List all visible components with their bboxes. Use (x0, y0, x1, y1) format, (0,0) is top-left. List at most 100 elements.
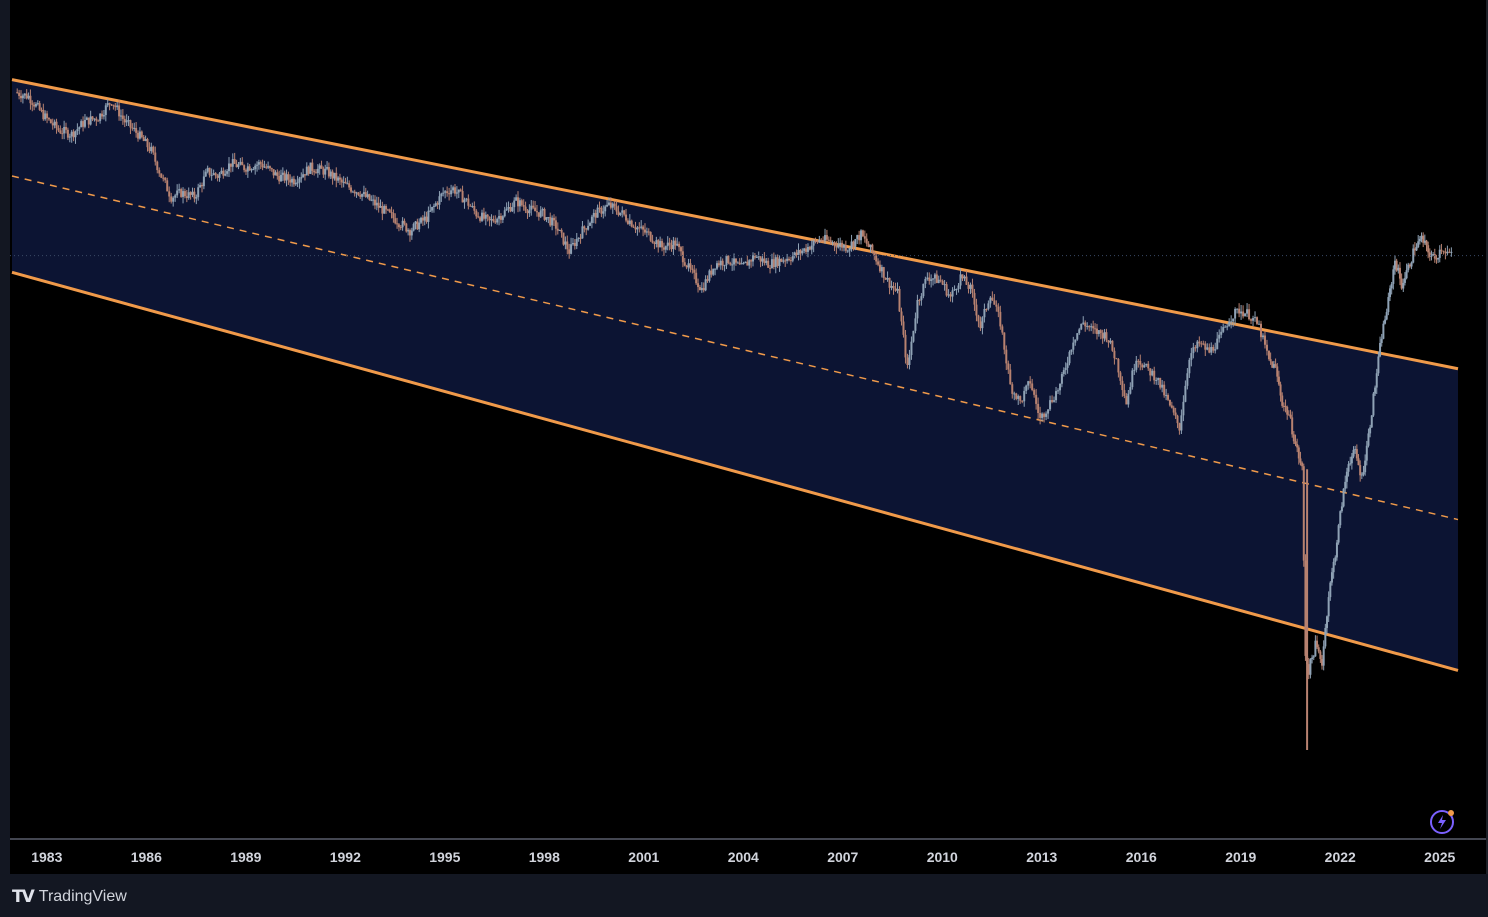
candle-body (172, 197, 175, 202)
candle-body (1007, 363, 1010, 370)
candle-body (1188, 359, 1191, 374)
candle-body (1352, 449, 1355, 457)
candle-body (865, 238, 868, 244)
candle-body (1432, 253, 1435, 256)
candle-body (553, 217, 556, 221)
candle-body (338, 177, 341, 180)
candle-body (152, 146, 155, 153)
candle-body (189, 192, 192, 195)
candle-body (926, 277, 929, 279)
candle-body (575, 238, 578, 246)
candle-body (1103, 332, 1106, 339)
candle-body (72, 131, 75, 138)
candle-body (784, 260, 787, 262)
candle-body (535, 211, 538, 213)
candle-body (438, 196, 441, 205)
candle-body (281, 172, 284, 175)
channel-lower-line[interactable] (11, 270, 1459, 672)
candle-body (1129, 387, 1132, 394)
candle-body (981, 317, 984, 329)
candle-body (473, 205, 476, 211)
candle-body (33, 104, 36, 107)
candle-body (1194, 347, 1197, 349)
candle-body (1374, 387, 1377, 394)
candle-body (195, 197, 198, 199)
candle-body (361, 194, 364, 197)
candle-body (757, 256, 760, 258)
candle-body (1039, 412, 1042, 418)
candle-body (89, 116, 92, 125)
candle-body (1390, 283, 1393, 289)
candle-body (20, 95, 23, 99)
candle-body (291, 178, 294, 183)
candle-body (276, 172, 279, 177)
candle-body (939, 279, 942, 281)
candle-body (803, 248, 806, 251)
candle-body (138, 131, 141, 139)
candle-body (636, 227, 639, 230)
candle-body (615, 206, 618, 212)
candle-body (1159, 377, 1162, 388)
candle-body (848, 248, 851, 251)
candle-body (852, 241, 855, 247)
candle-body (1345, 471, 1348, 482)
candle-body (1051, 400, 1054, 402)
candle-body (185, 196, 188, 198)
candle-body (420, 217, 423, 223)
candle-body (1321, 658, 1324, 666)
candle-body (1230, 321, 1233, 323)
candle-body (806, 246, 809, 252)
candle-body (1259, 323, 1262, 338)
candle-body (570, 244, 573, 254)
candle-body (25, 93, 28, 99)
candle-body (999, 311, 1002, 327)
candle-body (357, 192, 360, 196)
candle-body (693, 269, 696, 273)
candle-body (786, 258, 789, 261)
candle-body (871, 244, 874, 253)
candle-body (788, 258, 791, 261)
candle-body (744, 261, 747, 264)
candle-body (137, 132, 140, 139)
lightning-button[interactable] (1428, 808, 1456, 836)
candle-body (82, 121, 85, 127)
candle-body (541, 209, 544, 211)
time-axis[interactable]: 1983 1986 1989 1992 1995 1998 2001 2004 2007 2010… (10, 838, 1486, 876)
candle-body (49, 119, 52, 124)
candle-body (902, 321, 905, 335)
candle-body (560, 229, 563, 233)
candle-body (1190, 353, 1193, 360)
candle-body (752, 255, 755, 262)
candle-body (961, 274, 964, 279)
candle-body (1395, 260, 1398, 271)
candle-body (235, 163, 238, 168)
candle-body (469, 205, 472, 207)
candle-body (324, 168, 327, 175)
channel-upper-line[interactable] (11, 78, 1459, 371)
candle-body (1355, 449, 1358, 459)
candle-body (405, 223, 408, 232)
tradingview-logo[interactable]: 𝗧𝗩 TradingView (12, 887, 127, 907)
candle-body (1246, 309, 1249, 314)
candle-body (31, 103, 34, 105)
candle-body (683, 262, 686, 266)
candle-body (987, 303, 990, 310)
candle-body (750, 260, 753, 262)
candle-body (676, 243, 679, 246)
candle-body (1428, 252, 1431, 257)
candle-body (890, 285, 893, 288)
candle-body (1143, 365, 1146, 368)
candle-body (551, 217, 554, 226)
candle-body (814, 240, 817, 242)
candle-body (187, 192, 190, 198)
candle-body (1380, 338, 1383, 343)
price-chart-pane[interactable] (0, 0, 1488, 838)
candle-body (436, 203, 439, 205)
channel-median-line[interactable] (11, 175, 1459, 521)
candle-body (515, 197, 518, 201)
candle-body (1167, 395, 1170, 400)
candle-body (1202, 343, 1205, 345)
footer-bar: 𝗧𝗩 TradingView (0, 874, 1488, 917)
candle-body (1393, 260, 1396, 270)
regression-channel[interactable] (11, 78, 1459, 672)
